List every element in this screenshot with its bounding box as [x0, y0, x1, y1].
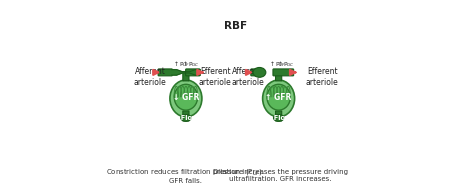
Text: ↑ Flow: ↑ Flow: [266, 115, 291, 121]
Ellipse shape: [267, 84, 290, 110]
Text: Afferent
arteriole: Afferent arteriole: [134, 67, 166, 87]
FancyBboxPatch shape: [273, 69, 294, 76]
FancyBboxPatch shape: [251, 69, 263, 76]
Text: Efferent
arteriole: Efferent arteriole: [306, 67, 338, 87]
Ellipse shape: [263, 80, 295, 117]
Text: RBF: RBF: [224, 21, 247, 31]
Text: Efferent
arteriole: Efferent arteriole: [199, 67, 232, 87]
Text: ↓ Flow: ↓ Flow: [173, 115, 199, 121]
Ellipse shape: [181, 114, 191, 121]
Ellipse shape: [174, 84, 198, 110]
FancyBboxPatch shape: [183, 71, 189, 81]
Text: Dilation increases the pressure driving
ultrafiltration. GFR increases.: Dilation increases the pressure driving …: [213, 169, 348, 182]
FancyBboxPatch shape: [275, 71, 282, 81]
Text: $\uparrow$P$_{UF}$: $\uparrow$P$_{UF}$: [173, 59, 191, 69]
Text: Afferent
arteriole: Afferent arteriole: [231, 67, 264, 87]
FancyBboxPatch shape: [275, 111, 282, 121]
Text: ↑ GFR: ↑ GFR: [265, 93, 292, 102]
Polygon shape: [172, 70, 200, 75]
Text: Constriction reduces filtration pressure (P$_{UF}$).
GFR falls.: Constriction reduces filtration pressure…: [107, 167, 265, 184]
FancyBboxPatch shape: [158, 69, 173, 76]
Text: $\uparrow$P$_{GC}$: $\uparrow$P$_{GC}$: [181, 59, 200, 69]
FancyBboxPatch shape: [183, 111, 189, 121]
Text: $\uparrow$P$_{UF}$: $\uparrow$P$_{UF}$: [268, 59, 286, 69]
Text: ↓ GFR: ↓ GFR: [173, 93, 199, 102]
FancyBboxPatch shape: [186, 69, 200, 76]
Ellipse shape: [273, 114, 284, 121]
Ellipse shape: [253, 67, 266, 77]
Ellipse shape: [170, 80, 202, 117]
Text: $\uparrow$P$_{GC}$: $\uparrow$P$_{GC}$: [276, 59, 295, 69]
